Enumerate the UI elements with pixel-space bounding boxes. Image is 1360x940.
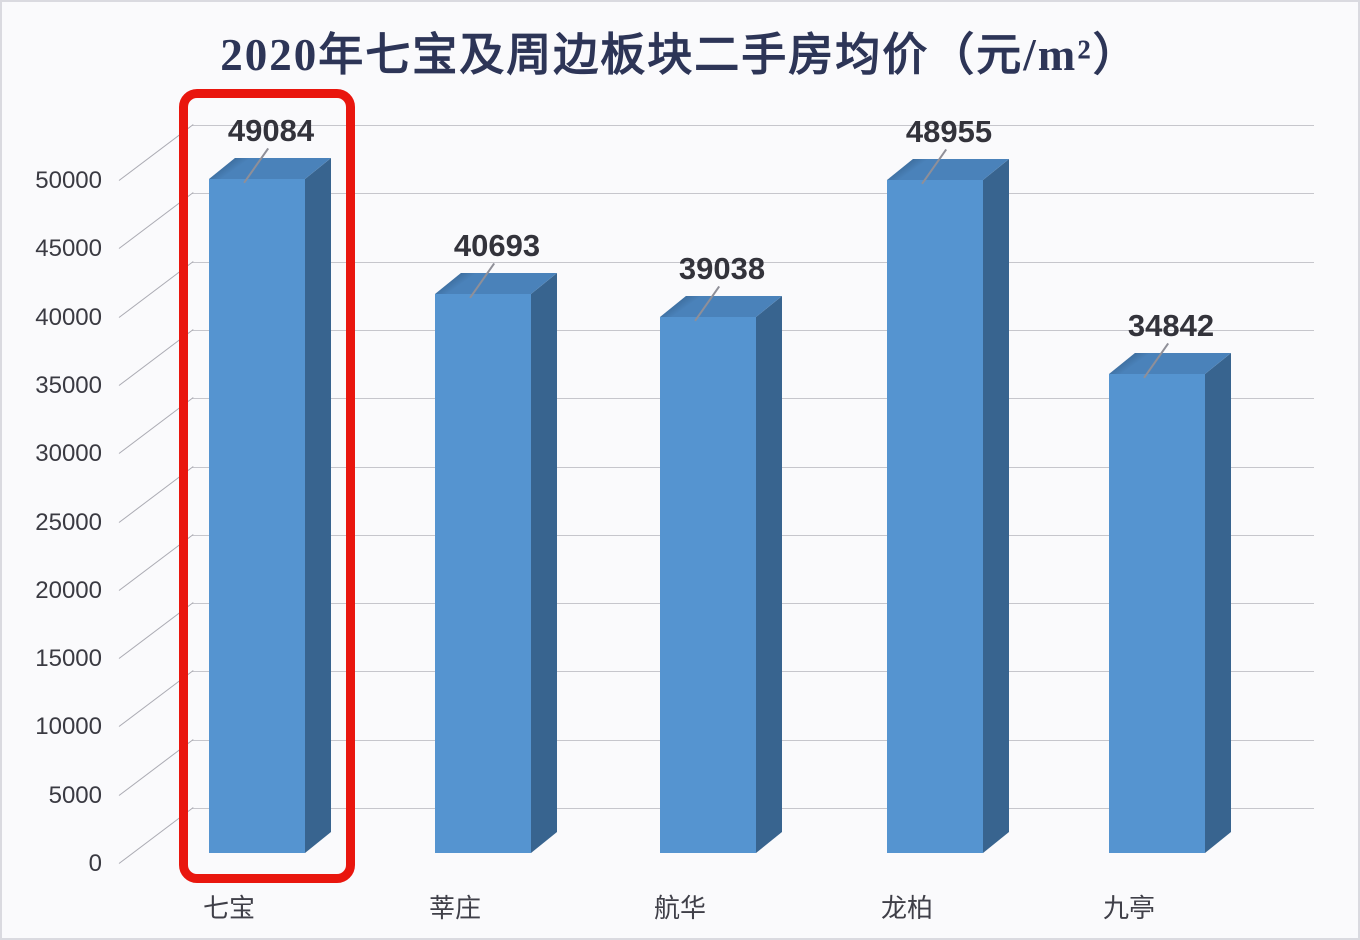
y-tick-label: 5000 xyxy=(48,781,102,809)
bar-side-face xyxy=(1205,353,1231,853)
chart-title: 2020年七宝及周边板块二手房均价（元/m²） xyxy=(220,30,1140,80)
y-tick-label: 35000 xyxy=(35,371,102,399)
value-label: 40693 xyxy=(453,228,541,263)
category-label: 七宝 xyxy=(202,893,255,923)
value-label: 48955 xyxy=(905,114,993,149)
category-label: 九亭 xyxy=(1102,893,1155,923)
value-label: 34842 xyxy=(1127,308,1215,343)
y-tick-label: 30000 xyxy=(35,440,102,468)
y-tick-label: 45000 xyxy=(35,235,102,263)
y-tick-label: 50000 xyxy=(35,167,102,194)
y-tick-label: 25000 xyxy=(35,508,102,536)
category-label: 龙柏 xyxy=(880,893,933,923)
bar-side-face xyxy=(756,296,782,853)
y-tick-label: 15000 xyxy=(35,645,102,673)
highlight-box xyxy=(179,89,355,883)
value-label: 39038 xyxy=(678,251,766,286)
category-label: 莘庄 xyxy=(428,893,481,923)
y-tick-label: 0 xyxy=(88,850,102,877)
bar-front-face xyxy=(435,294,531,853)
y-tick-label: 40000 xyxy=(35,303,102,331)
value-label: 49084 xyxy=(227,113,315,148)
bar-side-face xyxy=(531,273,557,853)
bar-front-face xyxy=(660,317,756,853)
y-gridline xyxy=(192,125,1314,126)
bar-front-face xyxy=(1109,374,1205,853)
y-gridline xyxy=(192,261,1314,263)
bar-front-face xyxy=(887,180,983,853)
y-tick-label: 10000 xyxy=(35,713,102,741)
bar-side-face xyxy=(983,159,1009,854)
y-gridline xyxy=(192,193,1314,195)
bar-front-face xyxy=(209,179,305,853)
y-tick-label: 20000 xyxy=(35,576,102,604)
category-label: 航华 xyxy=(653,893,706,923)
